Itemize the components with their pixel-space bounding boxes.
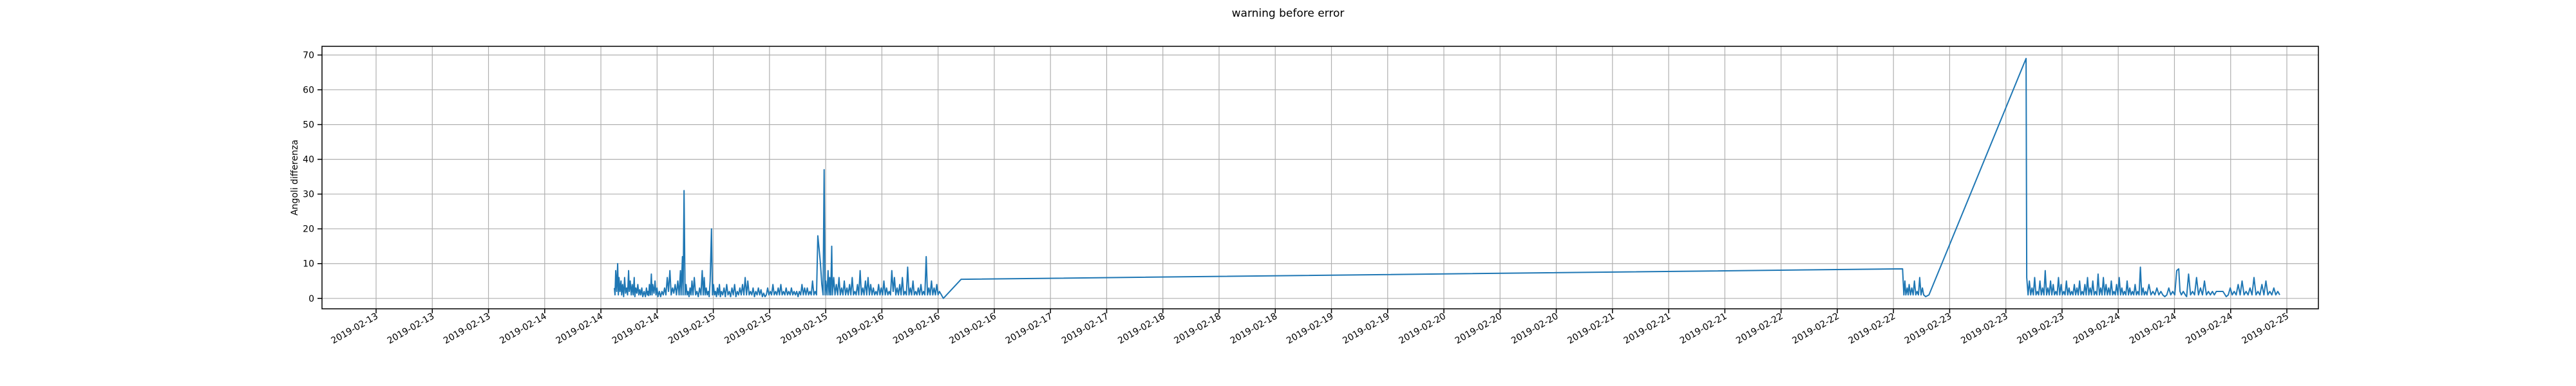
x-tick-label: 2019-02-13 — [386, 311, 436, 347]
x-tick-label: 2019-02-15 — [667, 311, 717, 347]
x-tick-label: 2019-02-16 — [835, 311, 886, 347]
x-tick-label: 2019-02-24 — [2184, 311, 2235, 347]
x-tick-label: 2019-02-21 — [1622, 311, 1672, 347]
plot-frame — [321, 46, 2319, 309]
x-tick-label: 2019-02-18 — [1116, 311, 1166, 347]
y-tick-label: 30 — [303, 190, 314, 200]
x-tick-label: 2019-02-15 — [723, 311, 773, 347]
x-tick-label: 2019-02-24 — [2128, 311, 2179, 347]
x-tick-label: 2019-02-17 — [1004, 311, 1054, 347]
x-tick-label: 2019-02-17 — [1060, 311, 1110, 347]
series-line — [614, 57, 2280, 299]
x-tick-label: 2019-02-18 — [1229, 311, 1279, 347]
chart-title: warning before error — [1232, 7, 1345, 20]
x-tick-label: 2019-02-18 — [1172, 311, 1222, 347]
x-tick-label: 2019-02-20 — [1397, 311, 1448, 347]
y-tick-label: 40 — [303, 155, 314, 165]
y-axis-title: Angoli differenza — [290, 140, 300, 216]
x-tick-label: 2019-02-16 — [947, 311, 998, 347]
x-tick-label: 2019-02-13 — [442, 311, 492, 347]
x-tick-label: 2019-02-14 — [611, 311, 661, 347]
x-tick-label: 2019-02-14 — [554, 311, 605, 347]
y-tick-label: 0 — [308, 294, 314, 304]
x-tick-label: 2019-02-15 — [779, 311, 829, 347]
x-tick-label: 2019-02-21 — [1566, 311, 1616, 347]
x-tick-label: 2019-02-13 — [330, 311, 380, 347]
x-tick-label: 2019-02-25 — [2240, 311, 2291, 347]
y-tick-label: 10 — [303, 259, 314, 270]
x-tick-label: 2019-02-24 — [2072, 311, 2123, 347]
x-tick-label: 2019-02-16 — [891, 311, 942, 347]
x-tick-label: 2019-02-20 — [1454, 311, 1504, 347]
x-tick-label: 2019-02-19 — [1285, 311, 1335, 347]
x-tick-label: 2019-02-20 — [1510, 311, 1560, 347]
y-tick-label: 50 — [303, 120, 314, 131]
y-tick-label: 20 — [303, 225, 314, 235]
y-tick-label: 60 — [303, 86, 314, 96]
x-tick-label: 2019-02-21 — [1678, 311, 1728, 347]
x-tick-label: 2019-02-19 — [1341, 311, 1391, 347]
x-tick-label: 2019-02-23 — [1959, 311, 2009, 347]
y-tick-label: 70 — [303, 51, 314, 61]
x-tick-label: 2019-02-22 — [1734, 311, 1785, 347]
x-tick-label: 2019-02-22 — [1847, 311, 1897, 347]
x-tick-label: 2019-02-23 — [1903, 311, 1953, 347]
x-tick-label: 2019-02-22 — [1790, 311, 1841, 347]
x-tick-label: 2019-02-23 — [2015, 311, 2065, 347]
x-tick-label: 2019-02-14 — [498, 311, 549, 347]
